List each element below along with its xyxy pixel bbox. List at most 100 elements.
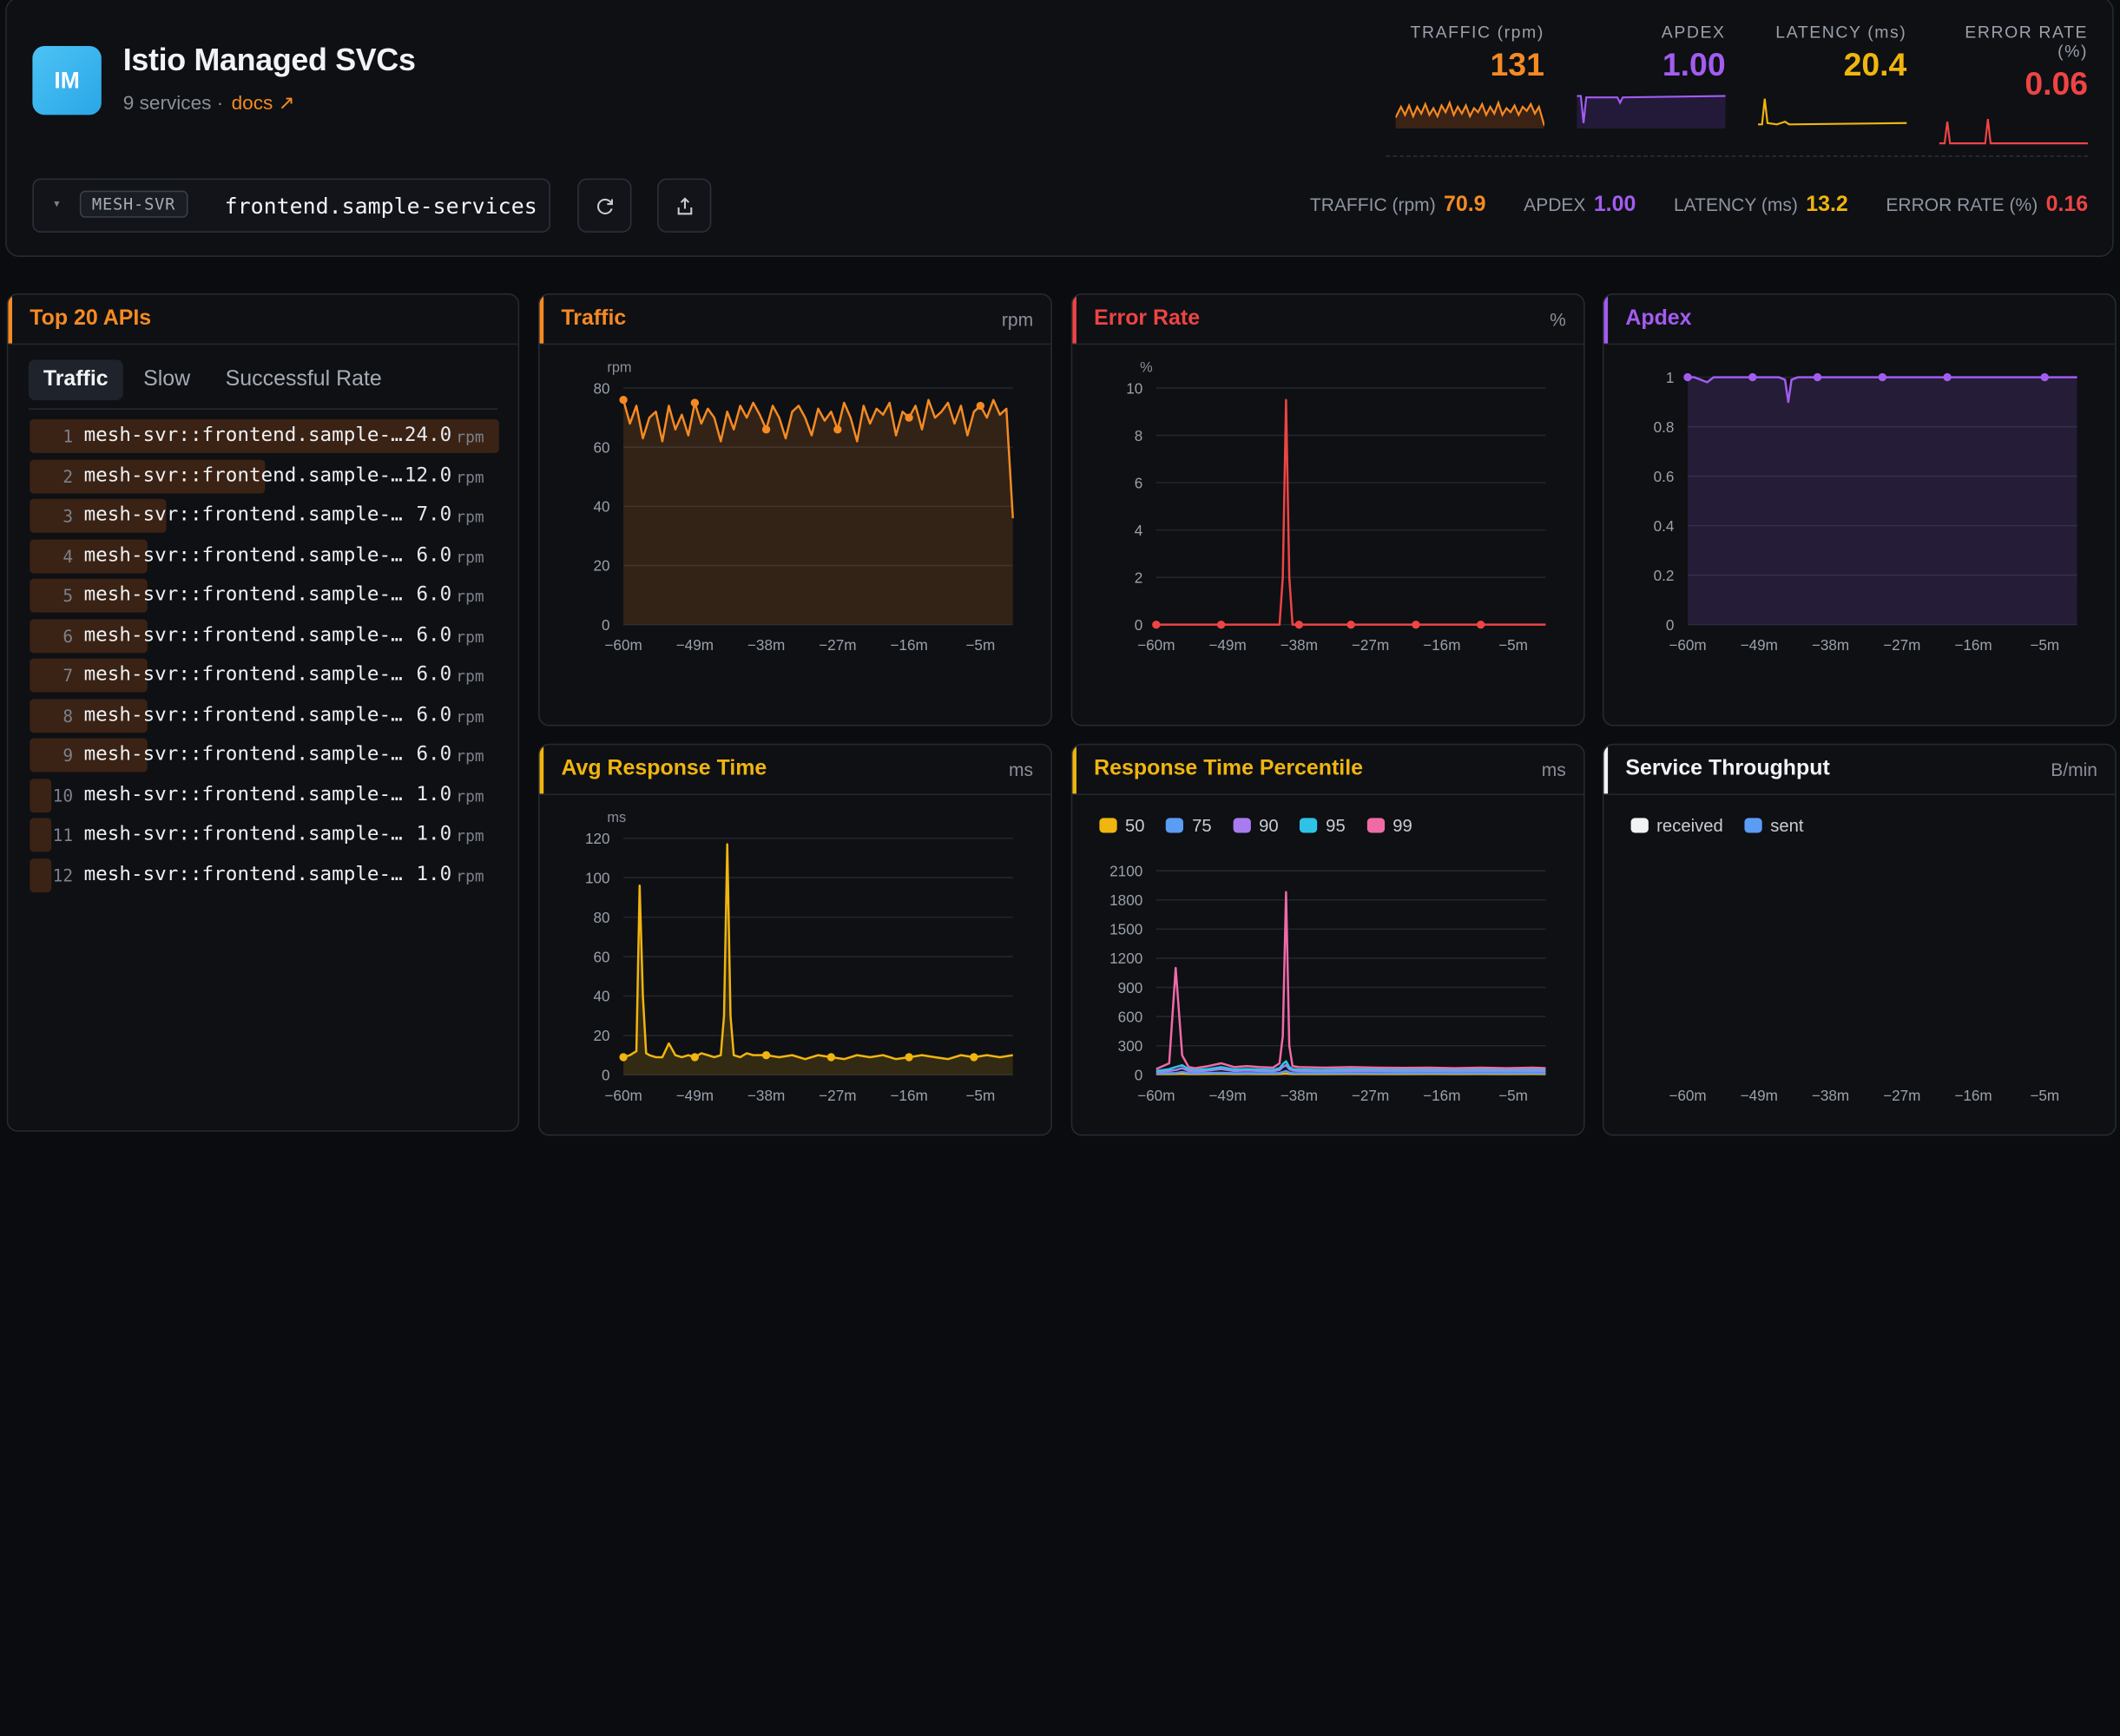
kpi-error-rate[interactable]: ERROR RATE (%) 0.06 — [1939, 23, 2089, 147]
panel-header: Top 20 APIs — [8, 294, 518, 345]
docs-link[interactable]: docs ↗ — [231, 93, 295, 115]
data-point — [976, 401, 985, 411]
api-row[interactable]: 5 mesh-svr::frontend.sample-services 6.0rp… — [30, 578, 499, 613]
series-line-90 — [1155, 1063, 1546, 1074]
service-throughput-chart[interactable]: −60m −49m −38m −27m −16m −5m — [1603, 795, 2116, 1136]
chart-legend: received sent — [1630, 815, 1804, 836]
api-row[interactable]: 8 mesh-svr::frontend.sample-services 6.0rp… — [30, 698, 499, 733]
api-row[interactable]: 7 mesh-svr::frontend.sample-services 6.0rp… — [30, 658, 499, 693]
header-card: IM Istio Managed SVCs 9 services · docs ↗… — [5, 0, 2114, 257]
api-unit: rpm — [456, 825, 484, 845]
api-traffic-bar — [30, 858, 52, 892]
y-tick-label: 1200 — [1109, 950, 1142, 967]
latency-sparkline — [1758, 98, 1907, 126]
tab-traffic[interactable]: Traffic — [28, 359, 123, 401]
x-tick-label: −38m — [1281, 636, 1318, 654]
api-list: 1mesh-svr::frontend.sample-services24.0r… — [30, 418, 499, 898]
header-divider — [1386, 155, 2089, 157]
kpi-value: 1.00 — [1662, 47, 1726, 84]
kpi-traffic[interactable]: TRAFFIC (rpm) 131 — [1395, 23, 1544, 147]
legend-item[interactable]: received — [1630, 815, 1723, 836]
api-row[interactable]: 6 mesh-svr::frontend.sample-services 6.0rp… — [30, 618, 499, 653]
error-rate-chart[interactable]: % 0 2 4 6 8 10 −60m −49m −38m −27m −16m −5m — [1072, 345, 1584, 726]
y-tick-label: 6 — [1135, 474, 1143, 491]
legend-item[interactable]: 95 — [1300, 815, 1346, 836]
panel-unit: ms — [1541, 759, 1566, 780]
data-point — [905, 413, 913, 422]
x-tick-label: −27m — [1352, 1087, 1389, 1104]
tab-slow[interactable]: Slow — [143, 367, 191, 391]
y-tick-label: 1 — [1666, 369, 1675, 386]
panel-title: Avg Response Time — [561, 757, 767, 780]
y-axis-label: rpm — [607, 359, 631, 375]
avg-response-time-chart[interactable]: ms 0 20 40 60 80 100 120 −60m −49m −38m −27m −16m −5m — [540, 795, 1052, 1136]
api-row[interactable]: 9 mesh-svr::frontend.sample-services 6.0rp… — [30, 738, 499, 773]
kpi-latency[interactable]: LATENCY (ms) 20.4 — [1758, 23, 1907, 147]
service-selector[interactable]: ▾ MESH-SVR frontend.sample-services — [32, 178, 550, 233]
api-row[interactable]: 2 mesh-svr::frontend.sample-services12.0r… — [30, 458, 499, 493]
x-tick-label: −49m — [676, 1087, 714, 1104]
share-button[interactable] — [657, 178, 712, 233]
sub-kpi-value: 13.2 — [1806, 193, 1848, 217]
panel-title: Service Throughput — [1625, 757, 1830, 780]
kpi-label: APDEX — [1661, 23, 1726, 43]
y-tick-label: 0.6 — [1654, 468, 1675, 485]
legend-item[interactable]: 50 — [1099, 815, 1145, 836]
refresh-button[interactable] — [577, 178, 632, 233]
api-unit: rpm — [456, 865, 484, 885]
api-traffic-bar — [30, 618, 148, 653]
y-axis-label: % — [1140, 359, 1153, 375]
traffic-chart[interactable]: rpm 0 20 40 60 80 −60m −49m −38m −27m −16m −5m — [540, 345, 1052, 726]
api-unit: rpm — [456, 587, 484, 606]
sub-kpi-label: ERROR RATE (%) — [1886, 194, 2038, 215]
y-tick-label: 0 — [1666, 616, 1675, 634]
api-row[interactable]: 3 mesh-svr::frontend.sample-services 7.0rp… — [30, 498, 499, 533]
kpi-apdex[interactable]: APDEX 1.00 — [1577, 23, 1726, 147]
legend-swatch — [1166, 818, 1184, 833]
response-time-percentile-chart[interactable]: 0 300 600 900 1200 1500 1800 2100 −60m −49m −38m −2… — [1072, 795, 1584, 1136]
service-throughput-panel: Service Throughput B/min received sent −60… — [1602, 743, 2117, 1136]
x-tick-label: −49m — [1208, 636, 1246, 654]
api-name: mesh-svr::frontend.sample-services — [83, 424, 404, 447]
api-value: 6.0 — [416, 743, 452, 766]
api-row[interactable]: 1 mesh-svr::frontend.sample-services24.0r… — [30, 418, 499, 453]
x-tick-label: −27m — [819, 1087, 856, 1104]
x-tick-label: −16m — [1954, 1087, 1992, 1104]
api-unit: rpm — [456, 746, 484, 766]
data-point — [1346, 620, 1355, 629]
refresh-icon — [596, 198, 613, 214]
legend-item[interactable]: sent — [1744, 815, 1804, 836]
tab-successful-rate[interactable]: Successful Rate — [225, 367, 382, 391]
data-point — [1878, 372, 1886, 382]
legend-item[interactable]: 90 — [1233, 815, 1279, 836]
legend-item[interactable]: 99 — [1366, 815, 1412, 836]
series-line-Apdex — [1688, 376, 2077, 404]
y-tick-label: 10 — [1126, 379, 1142, 397]
y-tick-label: 100 — [585, 869, 610, 886]
panel-accent — [1072, 294, 1076, 344]
series-line-95 — [1155, 1060, 1546, 1073]
panel-title: Traffic — [561, 306, 627, 331]
y-tick-label: 40 — [593, 988, 609, 1005]
x-tick-label: −16m — [890, 636, 927, 654]
series-area — [1688, 377, 2077, 625]
api-name: mesh-svr::frontend.sample-services — [83, 823, 404, 845]
y-tick-label: 600 — [1118, 1008, 1143, 1025]
x-tick-label: −5m — [1498, 636, 1528, 654]
y-tick-label: 900 — [1118, 979, 1143, 996]
api-row[interactable]: 11 mesh-svr::frontend.sample-services 1.0r… — [30, 818, 499, 852]
x-tick-label: −16m — [1423, 1087, 1460, 1104]
panel-accent — [8, 294, 13, 344]
api-row[interactable]: 12 mesh-svr::frontend.sample-services 1.0r… — [30, 858, 499, 892]
legend-item[interactable]: 75 — [1166, 815, 1212, 836]
panel-header: Error Rate% — [1072, 294, 1584, 345]
x-tick-label: −5m — [2030, 636, 2059, 654]
legend-swatch — [1744, 818, 1762, 833]
panel-header: Service Throughput B/min — [1603, 745, 2116, 795]
api-row[interactable]: 4 mesh-svr::frontend.sample-services 6.0rp… — [30, 538, 499, 573]
y-tick-label: 8 — [1135, 427, 1143, 444]
kpi-label: TRAFFIC (rpm) — [1410, 23, 1544, 43]
api-row[interactable]: 10 mesh-svr::frontend.sample-services 1.0r… — [30, 778, 499, 812]
y-tick-label: 2 — [1135, 569, 1143, 586]
apdex-chart[interactable]: 0 0.2 0.4 0.6 0.8 1 −60m −49m −38m −27m −16m −5m — [1603, 345, 2116, 726]
